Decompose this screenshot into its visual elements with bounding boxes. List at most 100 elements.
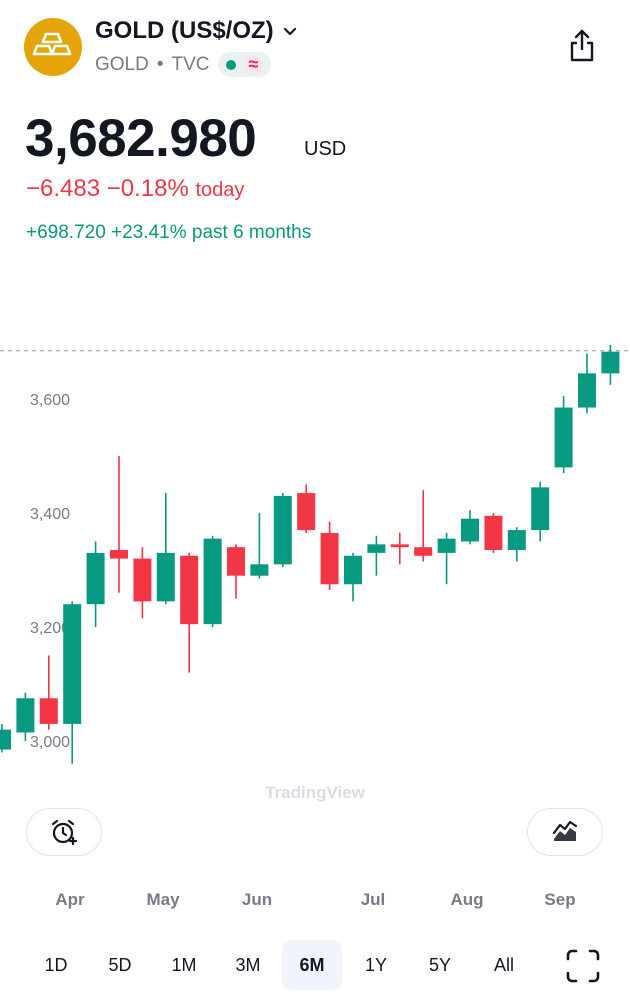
share-icon (570, 29, 594, 62)
separator-dot: • (156, 53, 164, 75)
candle-body (507, 530, 526, 551)
x-tick-apr: Apr (55, 890, 85, 909)
candle (601, 344, 620, 385)
candle-body (531, 487, 550, 531)
candle-body (133, 558, 152, 602)
candle-body (203, 538, 222, 625)
candle-body (273, 495, 292, 565)
y-tick-label: 3,000 (30, 734, 70, 751)
fullscreen-button[interactable] (562, 945, 604, 987)
candle-body (180, 555, 199, 625)
y-tick-label: 3,600 (30, 392, 70, 409)
candle-body (39, 698, 58, 724)
candle (484, 513, 503, 553)
x-tick-may: May (146, 890, 180, 909)
symbol-title-text: GOLD (US$/OZ) (95, 17, 274, 44)
candle-body (297, 493, 316, 531)
candle (133, 547, 152, 619)
period-change-label: past 6 months (191, 222, 312, 243)
add-alert-button[interactable] (26, 808, 102, 856)
exchange-label: TVC (171, 53, 210, 75)
candle (250, 513, 269, 579)
symbol-subtitle: GOLD • TVC ≈ (95, 52, 272, 77)
candle (63, 601, 82, 764)
candle (39, 655, 58, 730)
candle (367, 535, 386, 576)
candle-body (601, 351, 620, 374)
price-chart[interactable]: 3,600 3,400 3,200 3,000 TradingView (0, 330, 630, 810)
candle-body (367, 544, 386, 553)
daily-change-label: today (195, 179, 245, 201)
candle-body (414, 547, 433, 556)
candle-body (320, 532, 339, 585)
daily-change-percent: −0.18% (106, 175, 189, 202)
fullscreen-icon (566, 949, 600, 983)
market-status-badge[interactable]: ≈ (217, 52, 272, 77)
chart-type-icon (552, 820, 578, 841)
candle-body (250, 564, 269, 576)
candle (390, 532, 409, 565)
candle (16, 692, 35, 741)
candle (156, 493, 175, 605)
period-change-percent: +23.41% (111, 222, 187, 243)
range-1y[interactable]: 1Y (364, 954, 388, 975)
range-selector: 1D 5D 1M 3M 6M 1Y 5Y All (0, 940, 630, 990)
candle-body (484, 515, 503, 551)
candle (203, 535, 222, 627)
range-6m[interactable]: 6M (282, 940, 342, 990)
currency-label: USD (304, 138, 347, 160)
candle-body (437, 538, 456, 553)
range-1d[interactable]: 1D (44, 954, 68, 975)
tradingview-watermark: TradingView (265, 783, 366, 802)
delayed-data-icon: ≈ (243, 54, 264, 75)
candle (461, 510, 479, 545)
candle-body (63, 604, 82, 724)
candle (273, 493, 292, 568)
x-tick-sep: Sep (544, 890, 576, 909)
y-tick-label: 3,400 (30, 506, 70, 523)
candle (86, 541, 105, 627)
candle (414, 490, 433, 562)
y-tick-label: 3,200 (30, 620, 70, 637)
range-3m[interactable]: 3M (235, 954, 261, 975)
chevron-down-icon (283, 27, 296, 36)
candle (344, 552, 362, 602)
period-change-value: +698.720 (26, 222, 106, 243)
alarm-add-icon (51, 819, 78, 846)
x-tick-aug: Aug (450, 890, 484, 909)
candle (110, 456, 128, 593)
candle-body (16, 698, 35, 733)
candle-body (390, 544, 409, 548)
candle (320, 521, 339, 590)
candle (507, 527, 526, 562)
share-button[interactable] (562, 26, 602, 66)
candle (227, 544, 245, 599)
x-tick-jul: Jul (360, 890, 386, 909)
symbol-title[interactable]: GOLD (US$/OZ) (95, 17, 298, 45)
range-all[interactable]: All (493, 954, 514, 975)
candle-body (156, 552, 175, 602)
candle-body (344, 555, 362, 585)
x-tick-jun: Jun (241, 890, 273, 909)
market-open-dot-icon (225, 59, 236, 70)
candle-body (461, 518, 479, 542)
candle-body (578, 373, 596, 408)
range-5y[interactable]: 5Y (428, 954, 452, 975)
range-1m[interactable]: 1M (171, 954, 197, 975)
daily-change: −6.483 −0.18% today (26, 175, 244, 203)
chart-type-button[interactable] (527, 808, 603, 856)
candle-body (554, 407, 573, 468)
last-price: 3,682.980 (25, 109, 257, 168)
candle (297, 484, 316, 533)
candle-body (86, 552, 105, 605)
candle-body (0, 729, 11, 750)
candle (437, 532, 456, 585)
candle (0, 723, 11, 753)
candle (180, 552, 199, 673)
gold-bars-logo (24, 18, 82, 76)
candle (531, 481, 550, 542)
time-axis: Apr May Jun Jul Aug Sep (0, 890, 630, 912)
range-5d[interactable]: 5D (108, 954, 132, 975)
candle (554, 396, 573, 474)
candle (578, 353, 596, 414)
